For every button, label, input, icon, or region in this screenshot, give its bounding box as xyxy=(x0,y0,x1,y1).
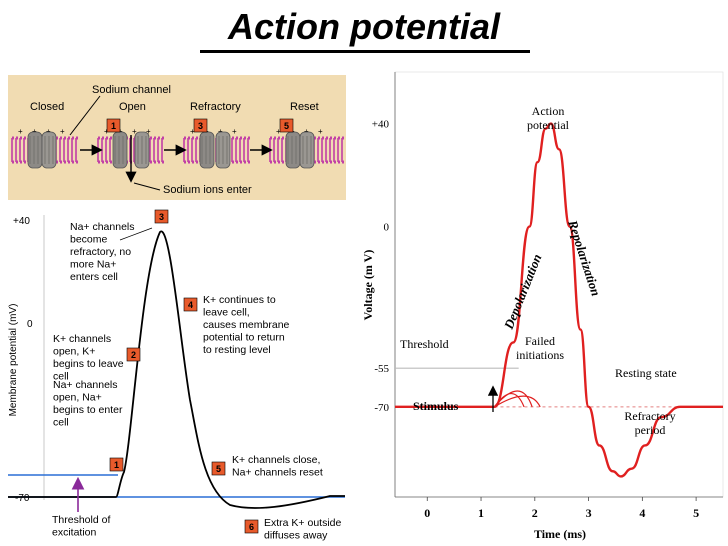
charge-symbol: + xyxy=(232,127,237,136)
charge-symbol: + xyxy=(218,127,223,136)
svg-text:6: 6 xyxy=(249,522,254,532)
svg-text:4: 4 xyxy=(188,300,193,310)
label-threshold: Threshold xyxy=(400,337,449,351)
y-tick-label: 0 xyxy=(384,222,390,234)
sodium-channel-3 xyxy=(199,131,231,169)
y-tick-label: +40 xyxy=(372,119,390,131)
annotation-threshold: Threshold of excitation xyxy=(52,514,110,539)
charge-symbol: + xyxy=(60,127,65,136)
svg-text:2: 2 xyxy=(131,350,136,360)
charge-symbol: + xyxy=(276,127,281,136)
sodium-channel-4 xyxy=(285,131,315,169)
charge-symbol: + xyxy=(118,127,123,136)
state-badge-6: 6 xyxy=(244,519,259,534)
state-open: Open xyxy=(119,101,146,113)
state-closed: Closed xyxy=(30,101,64,113)
label-action-potential: Action potential xyxy=(527,104,570,132)
charge-symbol: + xyxy=(32,127,37,136)
sodium-ions-label: Sodium ions enter xyxy=(163,184,252,196)
charge-symbol: + xyxy=(146,127,151,136)
annotation-k-diffuse: Extra K+ outside diffuses away xyxy=(264,517,341,542)
x-tick-label: 3 xyxy=(586,506,592,520)
svg-text:5: 5 xyxy=(284,121,289,131)
x-tick-label: 5 xyxy=(693,506,699,520)
state-badge-5: 5 xyxy=(211,461,226,476)
s3-pointer xyxy=(119,227,153,241)
sodium-ions-pointer xyxy=(133,182,161,191)
svg-text:3: 3 xyxy=(159,212,164,222)
badge-top-5: 5 xyxy=(279,118,294,133)
x-tick-label: 2 xyxy=(532,506,538,520)
svg-text:5: 5 xyxy=(216,464,221,474)
membrane-potential-chart: Membrane potential (mV) +40 0 -70 Na+ ch… xyxy=(8,209,345,542)
membrane-ylabel: Membrane potential (mV) xyxy=(8,304,19,417)
y-tick-label: -55 xyxy=(374,363,389,375)
voltage-ylabel: Voltage (m V) xyxy=(361,250,375,321)
ytick-plus40: +40 xyxy=(13,216,30,227)
x-tick-label: 4 xyxy=(639,506,645,520)
channel-states-panel: ++++++++++++++++ Sodium channel Closed O… xyxy=(8,75,346,200)
title-underline xyxy=(200,50,530,53)
annotation-k-open: K+ channels open, K+ begins to leave cell xyxy=(53,333,124,383)
sodium-channel-label: Sodium channel xyxy=(92,84,171,96)
action-potential-curve xyxy=(395,122,723,478)
failed-initiation-3 xyxy=(494,395,541,408)
charge-symbol: + xyxy=(104,127,109,136)
sodium-channel-pointer xyxy=(69,95,101,136)
charge-symbol: + xyxy=(132,127,137,136)
voltage-plot-frame xyxy=(394,71,724,498)
annotation-na-open: Na+ channels open, Na+ begins to enter cell xyxy=(53,379,123,429)
state-badge-2: 2 xyxy=(126,347,141,362)
voltage-time-chart: Voltage (m V) Time (ms) 0 1 2 3 4 5 +40 0 -55 -70… xyxy=(361,71,724,541)
ytick-0: 0 xyxy=(27,319,33,330)
state-badge-3: 3 xyxy=(154,209,169,224)
annotation-na-refractory: Na+ channels become refractory, no more Na+… xyxy=(70,221,135,283)
time-xlabel: Time (ms) xyxy=(534,527,586,541)
charge-symbol: + xyxy=(304,127,309,136)
x-tick-label: 0 xyxy=(424,506,430,520)
annotation-k-close: K+ channels close, Na+ channels reset xyxy=(232,454,323,479)
state-badge-1: 1 xyxy=(109,457,124,472)
label-resting-state: Resting state xyxy=(615,366,677,380)
membrane-badges: 1 2 3 4 5 6 xyxy=(109,209,259,534)
state-refractory: Refractory xyxy=(190,101,241,113)
svg-text:1: 1 xyxy=(111,121,116,131)
svg-text:1: 1 xyxy=(114,460,119,470)
charge-symbol: + xyxy=(18,127,23,136)
page-title: Action potential xyxy=(228,6,500,47)
voltage-ticks: 0 1 2 3 4 5 +40 0 -55 -70 xyxy=(372,119,699,520)
sodium-channel-1 xyxy=(27,131,57,169)
membrane-annotations: Na+ channels open, Na+ begins to enter cell… xyxy=(52,221,341,542)
state-reset: Reset xyxy=(290,101,319,113)
annotation-k-leave: K+ continues to leave cell, causes membran… xyxy=(203,294,290,356)
badge-top-3: 3 xyxy=(193,118,208,133)
sodium-channel-2 xyxy=(112,131,150,169)
ytick-minus70: -70 xyxy=(15,493,30,504)
svg-text:3: 3 xyxy=(198,121,203,131)
state-badge-4: 4 xyxy=(183,297,198,312)
badge-top-1: 1 xyxy=(106,118,121,133)
charge-symbol: + xyxy=(190,127,195,136)
charge-symbol: + xyxy=(318,127,323,136)
y-tick-label: -70 xyxy=(374,402,389,414)
label-refractory-period: Refractory period xyxy=(624,409,675,437)
channel-proteins xyxy=(27,131,315,169)
x-tick-label: 1 xyxy=(478,506,484,520)
membrane-potential-curve xyxy=(8,230,345,509)
charge-symbol: + xyxy=(46,127,51,136)
label-stimulus: Stimulus xyxy=(413,399,459,413)
label-failed-initiations: Failed initiations xyxy=(516,334,564,362)
